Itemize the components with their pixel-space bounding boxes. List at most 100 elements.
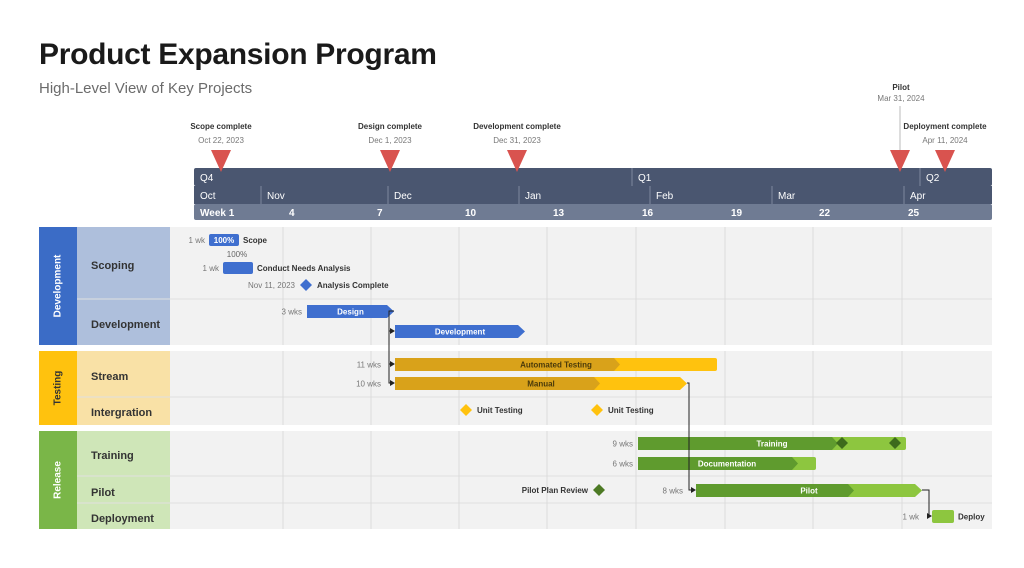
month-label: Oct — [200, 191, 216, 202]
top-milestone-triangle — [211, 150, 231, 172]
row-label-cell — [77, 476, 170, 503]
group-label: Development — [53, 254, 64, 317]
week-label: 4 — [289, 208, 295, 219]
milestone-label: Pilot Plan Review — [522, 486, 589, 495]
top-milestone-name: Scope complete — [190, 122, 252, 131]
task-duration: 10 wks — [356, 380, 381, 389]
top-milestone-name: Development complete — [473, 122, 561, 131]
page-title: Product Expansion Program — [39, 38, 437, 71]
row-label: Training — [91, 450, 134, 462]
task-bar — [932, 510, 954, 523]
dependency-arrow — [691, 487, 696, 493]
task-progress — [395, 377, 600, 390]
row-background — [170, 397, 992, 425]
week-label: 22 — [819, 208, 831, 219]
quarter-label: Q4 — [200, 173, 214, 184]
top-milestone-triangle — [380, 150, 400, 172]
row-label-cell — [77, 227, 170, 299]
task-duration: 6 wks — [613, 460, 633, 469]
month-label: Apr — [910, 191, 926, 202]
week-label: 16 — [642, 208, 654, 219]
week-label: 10 — [465, 208, 477, 219]
week-label: 7 — [377, 208, 383, 219]
row-label-cell — [77, 503, 170, 529]
row-label-cell — [77, 431, 170, 476]
task-bar — [307, 305, 394, 318]
row-background — [170, 299, 992, 345]
task-bar — [395, 325, 525, 338]
top-milestone-name: Design complete — [358, 122, 423, 131]
task-progress — [638, 437, 838, 450]
quarter-header-bar — [194, 168, 992, 186]
row-label: Pilot — [91, 487, 115, 499]
top-milestone-date: Mar 31, 2024 — [877, 94, 925, 103]
month-label: Nov — [267, 191, 285, 202]
task-label: Scope — [243, 236, 268, 245]
week-label: Week 1 — [200, 208, 235, 219]
month-header-bar — [194, 186, 992, 204]
milestone-label: Unit Testing — [608, 406, 654, 415]
task-percent: 100% — [227, 250, 247, 259]
month-label: Dec — [394, 191, 412, 202]
group-label: Testing — [53, 371, 64, 406]
row-label: Stream — [91, 371, 129, 383]
task-label: Design — [337, 308, 364, 317]
group-band — [39, 431, 77, 529]
top-milestone-date: Dec 31, 2023 — [493, 136, 541, 145]
row-background — [170, 503, 992, 529]
row-label: Scoping — [91, 260, 134, 272]
month-label: Jan — [525, 191, 541, 202]
week-label: 13 — [553, 208, 565, 219]
quarter-label: Q1 — [638, 173, 652, 184]
progress-diamond — [836, 437, 848, 449]
row-label-cell — [77, 397, 170, 425]
top-milestone-date: Dec 1, 2023 — [368, 136, 412, 145]
task-progress — [638, 457, 798, 470]
top-milestone-date: Oct 22, 2023 — [198, 136, 244, 145]
milestone-label: Analysis Complete — [317, 281, 389, 290]
top-milestone-name: Pilot — [892, 83, 910, 92]
dependency-arrow — [390, 361, 395, 367]
page-subtitle: High-Level View of Key Projects — [39, 80, 253, 97]
row-label: Deployment — [91, 513, 154, 525]
task-label: Automated Testing — [520, 361, 592, 370]
top-milestone-date: Apr 11, 2024 — [922, 136, 968, 145]
group-band — [39, 351, 77, 425]
task-bar — [209, 234, 239, 246]
task-label: Conduct Needs Analysis — [257, 264, 351, 273]
task-percent: 100% — [214, 236, 234, 245]
task-duration: 1 wk — [189, 236, 206, 245]
group-label: Release — [53, 461, 64, 499]
task-duration: 1 wk — [203, 264, 220, 273]
task-duration: 9 wks — [613, 440, 633, 449]
milestone-diamond — [300, 279, 312, 291]
dependency-arrow — [927, 513, 932, 519]
row-label-cell — [77, 299, 170, 345]
task-label: Development — [435, 328, 486, 337]
task-duration: 11 wks — [357, 361, 381, 370]
top-milestone-triangle — [507, 150, 527, 172]
month-label: Mar — [778, 191, 796, 202]
dependency-arrow — [390, 328, 395, 334]
week-label: 25 — [908, 208, 920, 219]
task-duration: 3 wks — [282, 308, 302, 317]
task-duration: 1 wk — [903, 513, 920, 522]
task-label: Pilot — [800, 487, 818, 496]
dependency-arrow — [390, 380, 395, 386]
task-progress — [395, 358, 620, 371]
task-label: Documentation — [698, 460, 756, 469]
row-background — [170, 351, 992, 397]
task-duration: 8 wks — [663, 487, 683, 496]
progress-diamond — [889, 437, 901, 449]
week-label: 19 — [731, 208, 743, 219]
top-milestone-triangle — [890, 150, 910, 172]
milestone-diamond — [460, 404, 472, 416]
task-label: Deploy — [958, 513, 985, 522]
task-bar — [223, 262, 253, 274]
top-milestone-name: Deployment complete — [903, 122, 987, 131]
task-label: Manual — [527, 380, 555, 389]
row-label-cell — [77, 351, 170, 397]
milestone-diamond — [591, 404, 603, 416]
milestone-diamond — [593, 484, 605, 496]
